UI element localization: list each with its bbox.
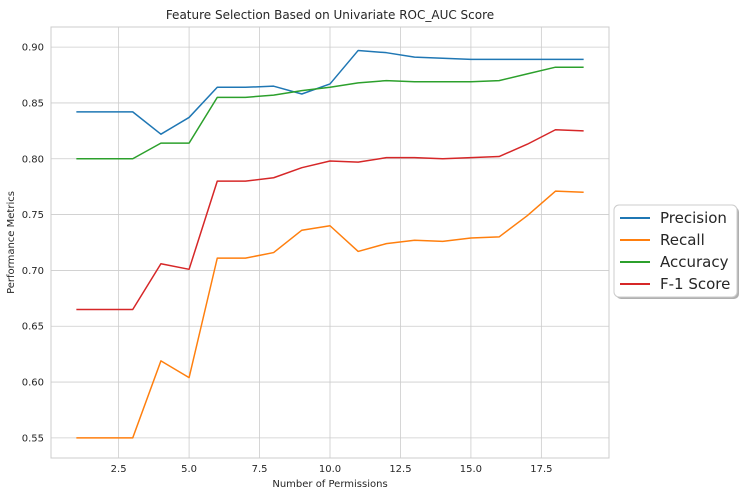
y-tick-label: 0.85 [22,98,44,109]
y-tick-label: 0.90 [22,43,44,54]
legend: Precision Recall Accuracy F-1 Score [613,204,739,299]
y-axis-title: Performance Metrics [6,191,17,294]
grid-lines [51,27,609,458]
y-tick-label: 0.55 [22,433,44,444]
x-tick-label: 5.0 [181,464,197,475]
legend-label-f-1-score: F-1 Score [660,275,730,293]
series-line-recall [76,190,584,439]
x-tick-label: 2.5 [111,464,127,475]
legend-label-precision: Precision [660,209,727,227]
x-tick-label: 15.0 [460,464,482,475]
y-tick-label: 0.70 [22,266,44,277]
x-tick-label: 12.5 [389,464,411,475]
y-tick-label: 0.75 [22,210,44,221]
y-tick-label: 0.80 [22,154,44,165]
series-line-accuracy [76,66,584,160]
legend-label-recall: Recall [660,231,705,249]
chart-title: Feature Selection Based on Univariate RO… [166,8,494,22]
y-tick-label: 0.65 [22,322,44,333]
series-line-precision [76,49,584,135]
y-tick-label: 0.60 [22,378,44,389]
series-lines [76,49,584,439]
legend-label-accuracy: Accuracy [660,253,729,271]
x-tick-label: 7.5 [252,464,268,475]
x-axis-ticks: 2.5 5.0 7.5 10.0 12.5 15.0 17.5 [111,464,553,475]
x-axis-title: Number of Permissions [272,479,387,490]
x-tick-label: 17.5 [530,464,552,475]
y-axis-ticks: 0.55 0.60 0.65 0.70 0.75 0.80 0.85 0.90 [22,43,44,445]
legend-box [613,204,738,298]
x-tick-label: 10.0 [319,464,341,475]
series-line-f-1-score [76,128,584,311]
